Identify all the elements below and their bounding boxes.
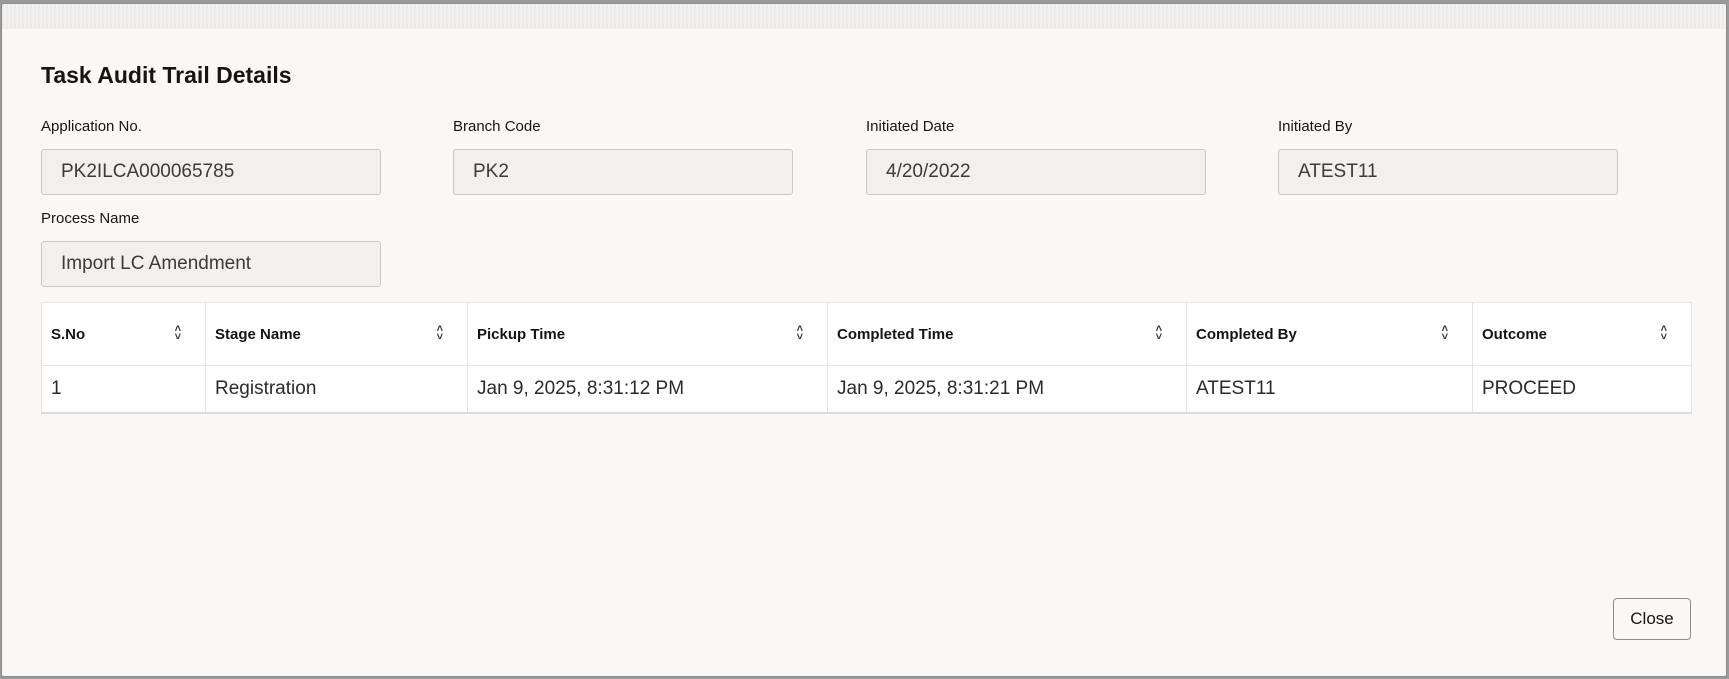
application-no-field: Application No. PK2ILCA000065785	[41, 118, 381, 195]
sort-up-down-icon[interactable]: ˄ ˅	[1660, 323, 1667, 343]
initiated-by-field: Initiated By ATEST11	[1278, 118, 1618, 195]
process-name-field: Process Name Import LC Amendment	[41, 210, 381, 287]
column-label: Outcome	[1482, 325, 1548, 343]
process-name-input[interactable]: Import LC Amendment	[41, 241, 381, 287]
dialog-title: Task Audit Trail Details	[41, 62, 292, 88]
process-name-label: Process Name	[41, 210, 140, 227]
column-label: Pickup Time	[477, 325, 566, 343]
column-header-sno[interactable]: S.No ˄ ˅	[41, 302, 206, 366]
column-header-pickup-time[interactable]: Pickup Time ˄ ˅	[467, 302, 828, 366]
column-label: Completed By	[1196, 325, 1297, 343]
cell-completed-by: ATEST11	[1186, 365, 1473, 414]
sort-up-down-icon[interactable]: ˄ ˅	[436, 323, 443, 343]
branch-code-label: Branch Code	[453, 118, 541, 135]
initiated-by-label: Initiated By	[1278, 118, 1353, 135]
close-button[interactable]: Close	[1613, 598, 1691, 640]
cell-pickup-time: Jan 9, 2025, 8:31:12 PM	[467, 365, 828, 414]
sort-up-down-icon[interactable]: ˄ ˅	[1155, 323, 1162, 343]
column-header-completed-by[interactable]: Completed By ˄ ˅	[1186, 302, 1473, 366]
cell-outcome: PROCEED	[1472, 365, 1692, 414]
cell-completed-time: Jan 9, 2025, 8:31:21 PM	[827, 365, 1187, 414]
initiated-by-input[interactable]: ATEST11	[1278, 149, 1618, 195]
column-label: Completed Time	[837, 325, 954, 343]
column-header-completed-time[interactable]: Completed Time ˄ ˅	[827, 302, 1187, 366]
audit-trail-table: S.No ˄ ˅ Stage Name ˄ ˅ Pickup Time ˄ ˅ Comple…	[41, 302, 1692, 414]
column-header-stage-name[interactable]: Stage Name ˄ ˅	[205, 302, 468, 366]
column-label: S.No	[51, 325, 86, 343]
branch-code-input[interactable]: PK2	[453, 149, 793, 195]
cell-sno: 1	[41, 365, 206, 414]
branch-code-field: Branch Code PK2	[453, 118, 793, 195]
table-row[interactable]: 1 Registration Jan 9, 2025, 8:31:12 PM J…	[41, 365, 1692, 414]
sort-up-down-icon[interactable]: ˄ ˅	[174, 323, 181, 343]
cell-stage-name: Registration	[205, 365, 468, 414]
initiated-date-input[interactable]: 4/20/2022	[866, 149, 1206, 195]
audit-trail-dialog: Task Audit Trail Details Application No.…	[1, 3, 1727, 677]
sort-up-down-icon[interactable]: ˄ ˅	[796, 323, 803, 343]
table-header-row: S.No ˄ ˅ Stage Name ˄ ˅ Pickup Time ˄ ˅ Comple…	[41, 302, 1692, 366]
application-no-input[interactable]: PK2ILCA000065785	[41, 149, 381, 195]
application-no-label: Application No.	[41, 118, 142, 135]
column-label: Stage Name	[215, 325, 301, 343]
sort-up-down-icon[interactable]: ˄ ˅	[1441, 323, 1448, 343]
dialog-header-strip	[2, 4, 1726, 29]
column-header-outcome[interactable]: Outcome ˄ ˅	[1472, 302, 1692, 366]
initiated-date-field: Initiated Date 4/20/2022	[866, 118, 1206, 195]
initiated-date-label: Initiated Date	[866, 118, 955, 135]
